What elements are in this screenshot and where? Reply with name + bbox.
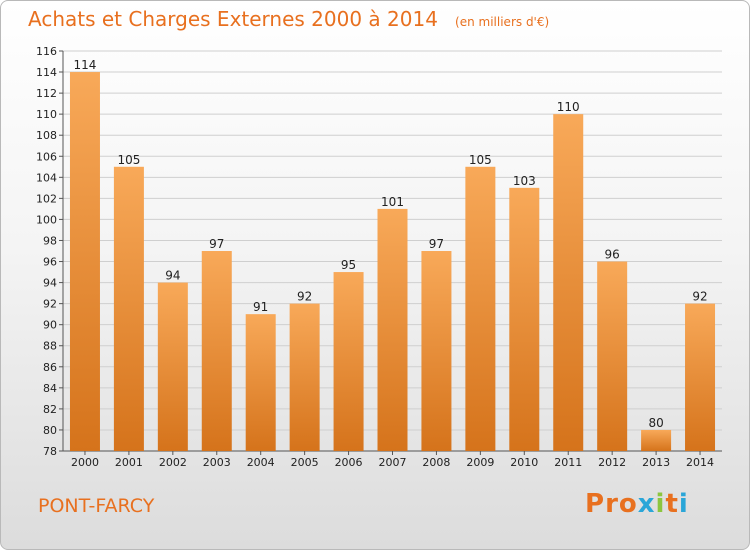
data-label: 92	[297, 290, 312, 304]
logo-letter: x	[637, 489, 656, 519]
data-label: 110	[557, 100, 580, 114]
y-tick-label: 92	[43, 298, 57, 311]
y-tick-label: 86	[43, 361, 57, 374]
data-label: 97	[209, 237, 224, 251]
x-tick-label: 2014	[686, 456, 714, 469]
data-label: 114	[74, 58, 97, 72]
x-tick-label: 2003	[203, 456, 231, 469]
x-tick-label: 2006	[335, 456, 363, 469]
x-tick-label: 2011	[554, 456, 582, 469]
y-tick-label: 106	[36, 150, 57, 163]
y-tick-label: 100	[36, 213, 57, 226]
bar	[69, 72, 100, 451]
x-tick-label: 2004	[247, 456, 275, 469]
x-tick-label: 2007	[379, 456, 407, 469]
y-tick-label: 114	[36, 66, 57, 79]
chart-title: Achats et Charges Externes 2000 à 2014 (…	[28, 7, 549, 31]
bar	[465, 166, 496, 451]
y-tick-label: 104	[36, 171, 57, 184]
bar	[157, 282, 188, 451]
x-tick-label: 2002	[159, 456, 187, 469]
y-tick-label: 112	[36, 87, 57, 100]
labels: 78 80 82 84 86 88 90 92 94 96 98 100 102 104 106 108 110…	[36, 45, 714, 469]
y-tick-label: 116	[36, 45, 57, 58]
data-label: 101	[381, 195, 404, 209]
title-main: Achats et Charges Externes 2000 à 2014	[28, 7, 438, 31]
bar	[245, 314, 276, 451]
bar	[685, 303, 716, 451]
y-tick-label: 96	[43, 256, 57, 269]
logo-letter: r	[605, 489, 619, 519]
bar	[113, 166, 144, 451]
bars	[69, 72, 716, 451]
y-tick-label: 94	[43, 277, 57, 290]
data-label: 80	[648, 416, 663, 430]
bar	[641, 429, 672, 451]
logo-letter: P	[585, 489, 606, 519]
data-label: 95	[341, 258, 356, 272]
bar	[421, 251, 452, 451]
proxiti-logo: Proxiti	[585, 489, 689, 519]
data-label: 91	[253, 300, 268, 314]
data-label: 105	[469, 153, 492, 167]
logo-letter: i	[655, 489, 666, 519]
y-tick-label: 90	[43, 319, 57, 332]
data-label: 96	[605, 248, 620, 262]
x-tick-label: 2005	[291, 456, 319, 469]
x-tick-label: 2009	[466, 456, 494, 469]
bar	[509, 187, 540, 451]
y-tick-label: 82	[43, 403, 57, 416]
y-tick-label: 78	[43, 445, 57, 458]
x-tick-label: 2000	[71, 456, 99, 469]
data-label: 103	[513, 174, 536, 188]
x-tick-label: 2008	[422, 456, 450, 469]
data-label: 97	[429, 237, 444, 251]
data-label: 105	[117, 153, 140, 167]
bar	[201, 251, 232, 451]
y-tick-label: 108	[36, 129, 57, 142]
y-tick-label: 98	[43, 234, 57, 247]
data-label: 94	[165, 269, 180, 283]
x-tick-label: 2012	[598, 456, 626, 469]
y-tick-label: 84	[43, 382, 57, 395]
logo-letter: i	[678, 489, 689, 519]
x-tick-label: 2013	[642, 456, 670, 469]
bar	[333, 272, 364, 451]
logo-letter: o	[618, 489, 638, 519]
x-tick-label: 2010	[510, 456, 538, 469]
y-tick-label: 110	[36, 108, 57, 121]
bar	[377, 208, 408, 451]
commune-name: PONT-FARCY	[38, 495, 155, 517]
bar	[597, 261, 628, 451]
y-tick-label: 80	[43, 424, 57, 437]
y-tick-label: 88	[43, 340, 57, 353]
data-label: 92	[692, 290, 707, 304]
bar	[553, 114, 584, 451]
bar	[289, 303, 320, 451]
x-tick-label: 2001	[115, 456, 143, 469]
y-tick-label: 102	[36, 192, 57, 205]
logo-letter: t	[665, 489, 679, 519]
title-unit: (en milliers d'€)	[455, 15, 550, 29]
